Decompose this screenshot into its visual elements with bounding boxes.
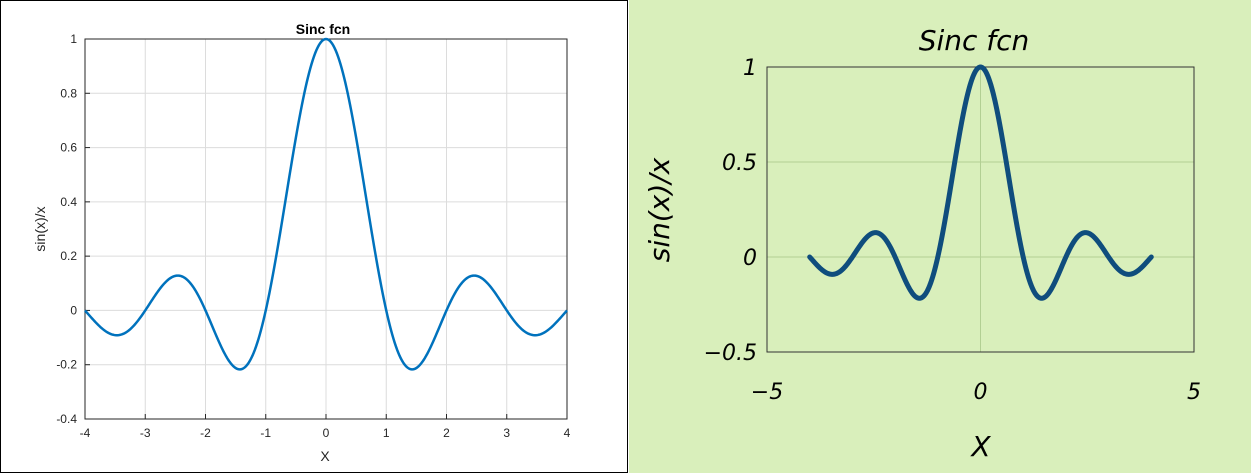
chart-title: Sinc fcn [919,24,1030,57]
x-axis-label: X [320,448,330,464]
x-tick-label: 0 [974,380,988,405]
y-tick-label: 0 [743,246,757,271]
y-tick-label: 0.5 [722,151,757,176]
y-tick-label: 0.8 [60,86,77,100]
x-tick-label: -1 [260,426,271,440]
x-tick-label: 2 [443,426,450,440]
zero-lines [767,67,1194,352]
y-tick-labels: -0.4 -0.2 0 0.2 0.4 0.6 0.8 1 [56,32,77,426]
x-tick-labels: -4 -3 -2 -1 0 1 2 3 4 [80,426,571,440]
x-tick-label: −5 [751,380,783,405]
x-tick-label: 5 [1187,380,1201,405]
y-tick-label: 0.4 [60,195,77,209]
x-tick-label: 1 [383,426,390,440]
x-axis-label: X [969,430,991,463]
y-tick-label: −0.5 [704,341,757,366]
sinc-series-line [84,37,568,371]
x-tick-label: 4 [564,426,571,440]
y-tick-label: 1 [743,56,757,81]
y-tick-labels: −0.5 0 0.5 1 [704,56,757,366]
x-tick-label: -2 [200,426,211,440]
matlab-style-chart-panel: -4 -3 -2 -1 0 1 2 3 4 -0.4 -0.2 0 0.2 0.4 0.6 0.8 1 Sin… [0,0,628,473]
x-tick-label: -4 [80,426,91,440]
sinc-series-line [807,64,1154,301]
tick-marks [84,38,568,420]
y-tick-label: 0.6 [60,141,77,155]
y-axis-label: sin(x)/x [32,206,48,251]
y-tick-label: 0.2 [60,249,77,263]
xkcd-sinc-chart: −5 0 5 −0.5 0 0.5 1 Sinc fcn X sin(x)/x [643,24,1201,463]
y-tick-label: -0.4 [56,412,77,426]
y-tick-label: -0.2 [56,358,77,372]
x-tick-labels: −5 0 5 [751,380,1201,405]
y-tick-label: 0 [70,303,77,317]
grid-lines [84,38,568,420]
xkcd-style-chart-panel: −5 0 5 −0.5 0 0.5 1 Sinc fcn X sin(x)/x [629,0,1251,473]
matlab-sinc-chart: -4 -3 -2 -1 0 1 2 3 4 -0.4 -0.2 0 0.2 0.4 0.6 0.8 1 Sin… [32,21,571,464]
y-axis-label: sin(x)/x [643,157,676,262]
x-tick-label: 3 [503,426,510,440]
chart-title: Sinc fcn [296,21,350,37]
x-tick-label: 0 [323,426,330,440]
x-tick-label: -3 [140,426,151,440]
y-tick-label: 1 [70,32,77,46]
